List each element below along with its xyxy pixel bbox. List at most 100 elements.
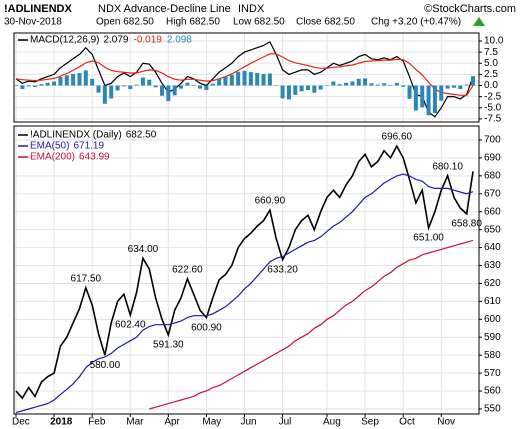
histogram-bar: [363, 78, 368, 86]
histogram-bar: [255, 73, 260, 86]
value-label: 633.20: [267, 264, 298, 275]
histogram-bar: [223, 76, 228, 86]
histogram-bar: [134, 84, 139, 86]
histogram-bar: [229, 74, 234, 86]
x-tick-label: Feb: [88, 417, 106, 428]
legend-value: 643.99: [79, 152, 110, 163]
histogram-bar: [280, 85, 285, 99]
low: Low 682.50: [233, 17, 285, 28]
series-line: [15, 41, 474, 118]
histogram-bar: [198, 85, 203, 89]
y-tick-label: 640: [484, 242, 501, 253]
y-tick-label: 560: [484, 386, 501, 397]
x-tick-label: Jun: [241, 417, 257, 428]
histogram-bar: [356, 78, 361, 86]
histogram-bar: [140, 77, 145, 86]
histogram-bar: [166, 85, 171, 102]
histogram-bar: [426, 85, 431, 116]
histogram-bar: [128, 85, 133, 90]
histogram-bar: [52, 81, 57, 86]
source: ©StockCharts.com: [424, 3, 516, 15]
y-tick-label: 570: [484, 368, 501, 379]
histogram-bar: [401, 85, 406, 87]
legend-value: 2.079: [103, 35, 128, 46]
histogram-bar: [420, 85, 425, 108]
open: Open 682.50: [96, 17, 154, 28]
exchange: INDX: [238, 3, 265, 15]
value-label: 591.30: [153, 340, 184, 351]
y-tick-label: 580: [484, 350, 501, 361]
histogram-bar: [39, 84, 44, 86]
y-tick-label: 7.5: [484, 47, 498, 58]
legend-value: 2.098: [167, 35, 192, 46]
histogram-bar: [286, 85, 291, 100]
x-tick-label: May: [202, 417, 221, 428]
histogram-bar: [185, 82, 190, 86]
value-label: 622.60: [172, 264, 203, 275]
legend-value: 671.19: [73, 141, 104, 152]
date: 30-Nov-2018: [4, 17, 62, 28]
histogram-bar: [445, 85, 450, 89]
histogram-bar: [204, 85, 209, 90]
x-tick-label: Jul: [279, 417, 292, 428]
histogram-bar: [64, 75, 69, 86]
change: Chg +3.20 (+0.47%): [371, 17, 461, 28]
x-tick-label: Oct: [399, 417, 415, 428]
histogram-bar: [325, 85, 330, 86]
series-line: [149, 239, 474, 410]
histogram-bar: [71, 73, 76, 86]
panel-frame: [13, 125, 480, 415]
histogram-bar: [394, 82, 399, 86]
legend-name: EMA(50): [30, 141, 69, 152]
y-tick-label: -2.5: [484, 91, 502, 102]
value-label: 680.10: [432, 161, 463, 172]
histogram-bar: [261, 73, 266, 86]
histogram-bar: [236, 71, 241, 86]
symbol: !ADLINENDX: [4, 3, 72, 15]
histogram-bar: [432, 85, 437, 114]
value-label: 634.00: [128, 244, 159, 255]
histogram-bar: [388, 85, 393, 86]
x-tick-label: 2018: [50, 417, 73, 428]
y-tick-label: -7.5: [484, 114, 502, 125]
series-line: [15, 144, 474, 400]
y-tick-label: 550: [484, 404, 501, 415]
histogram-bar: [102, 85, 107, 104]
y-tick-label: 10.0: [484, 36, 504, 47]
x-tick-label: Nov: [437, 417, 455, 428]
histogram-bar: [439, 85, 444, 101]
y-tick-label: 680: [484, 170, 501, 181]
histogram-bar: [20, 85, 25, 90]
histogram-bar: [210, 83, 215, 86]
histogram-bar: [413, 85, 418, 111]
up-arrow: [473, 17, 485, 26]
y-tick-label: 620: [484, 278, 501, 289]
histogram-bar: [33, 85, 38, 87]
histogram-bar: [350, 81, 355, 86]
index-name: NDX Advance-Decline Line: [98, 3, 231, 15]
value-label: 600.90: [191, 322, 222, 333]
histogram-bar: [312, 85, 317, 93]
close: Close 682.50: [296, 17, 355, 28]
histogram-bar: [77, 73, 82, 86]
y-tick-label: 690: [484, 153, 501, 164]
value-label: 696.60: [382, 132, 413, 143]
histogram-bar: [407, 85, 412, 99]
value-label: 580.00: [90, 360, 121, 371]
value-label: 660.90: [255, 196, 286, 207]
series-line: [15, 53, 474, 96]
legend-value: -0.019: [134, 35, 163, 46]
histogram-bar: [464, 84, 469, 86]
histogram-bar: [45, 82, 50, 86]
y-tick-label: 700: [484, 135, 501, 146]
value-label: 651.00: [413, 232, 444, 243]
value-label: 658.80: [451, 219, 482, 230]
histogram-bar: [293, 85, 298, 95]
y-tick-label: 0.0: [484, 80, 498, 91]
histogram-bar: [109, 85, 114, 99]
histogram-bar: [147, 79, 152, 86]
histogram-bar: [96, 85, 101, 93]
histogram-bar: [191, 85, 196, 86]
y-tick-label: 590: [484, 332, 501, 343]
